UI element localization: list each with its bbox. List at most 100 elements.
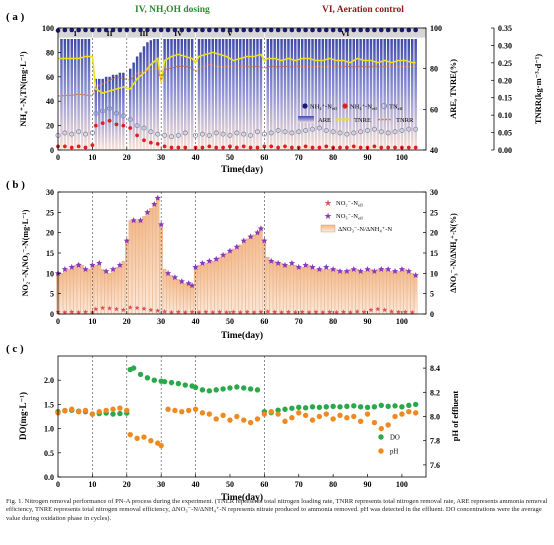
legend-tn-marker <box>380 102 388 110</box>
panel-b-label: ( b ) <box>6 179 25 191</box>
no3-point <box>316 265 323 272</box>
are-bar <box>245 39 249 150</box>
no2-eff-point <box>241 144 246 149</box>
tn-eff-point <box>93 110 99 116</box>
no3-point <box>130 217 137 224</box>
y-tick-label: 20 <box>430 229 438 238</box>
panel-a: ( a ) IV, NH₂OH dosing VI, Aeration cont… <box>6 5 543 175</box>
x-tick-label: 0 <box>56 317 60 326</box>
do-point <box>302 405 309 411</box>
y-tick-label: 0.00 <box>498 146 512 155</box>
ratio-bar <box>300 267 304 315</box>
tn-eff-point <box>206 132 212 138</box>
are-bar <box>376 39 380 150</box>
no2-point <box>237 309 243 315</box>
x-tick-label: 90 <box>364 480 372 489</box>
no2-point <box>306 309 312 315</box>
ph-point <box>134 435 140 441</box>
no2-point <box>361 309 367 315</box>
ph-point <box>392 413 398 420</box>
no2-eff-point <box>351 144 356 149</box>
legend-no2-marker <box>342 103 348 109</box>
y-tick-label: 0 <box>430 310 434 319</box>
no2-point <box>155 308 161 313</box>
ph-point <box>337 412 343 418</box>
are-bar <box>397 39 400 150</box>
no3-point <box>257 225 265 232</box>
tn-eff-point <box>69 131 75 137</box>
are-bars <box>60 39 417 151</box>
ratio-bar <box>407 271 411 315</box>
no2-eff-point <box>200 145 205 150</box>
nh4-point <box>76 27 81 33</box>
ratio-bar <box>63 271 67 315</box>
no2-eff-point <box>214 145 219 150</box>
no3-point <box>109 265 117 272</box>
no3-point <box>336 268 344 274</box>
no2-point <box>93 306 99 312</box>
do-point <box>385 403 391 410</box>
ratio-bar <box>345 271 349 315</box>
legend-do-label: DO <box>390 435 400 442</box>
are-bar <box>328 39 331 150</box>
nh4-point <box>413 27 418 33</box>
tn-eff-point <box>316 125 322 131</box>
x-tick-label: 80 <box>329 317 337 326</box>
y-tick-label: 25 <box>430 208 438 217</box>
tn-eff-point <box>254 129 260 135</box>
ph-point <box>378 425 384 432</box>
no2-eff-point <box>62 144 67 149</box>
no3-point <box>219 251 227 258</box>
tn-eff-point <box>289 130 295 136</box>
no2-eff-point <box>114 122 119 127</box>
are-bar <box>101 78 104 150</box>
nh4-point <box>392 27 398 33</box>
are-bar <box>122 72 125 150</box>
no2-point <box>175 309 181 315</box>
a-y3-axis-title: TNRR(kg·m⁻³·d⁻¹) <box>533 54 543 124</box>
y-tick-label: 30 <box>430 188 438 197</box>
plot-frame <box>57 27 427 151</box>
are-bar <box>414 39 417 150</box>
nh4-point <box>289 27 295 33</box>
no2-eff-point <box>406 145 411 150</box>
nh4-point <box>406 27 412 33</box>
ph-point <box>141 434 147 440</box>
tn-eff-point <box>83 131 89 137</box>
x-tick-label: 100 <box>396 153 408 162</box>
are-bar <box>211 39 215 150</box>
are-bar <box>331 39 335 150</box>
ph-point <box>185 407 192 414</box>
tn-eff-point <box>134 123 140 129</box>
ph-point <box>69 406 75 412</box>
no2-point <box>402 309 408 315</box>
are-bar <box>67 39 70 150</box>
b-y2-axis-title: ΔNO₃⁻-N/ΔNH₄⁺-N(%) <box>449 213 458 293</box>
ratio-bar <box>221 254 225 315</box>
are-bar <box>273 39 276 150</box>
ratio-bar <box>204 263 208 315</box>
ratio-bar <box>400 269 404 315</box>
are-bar <box>349 39 352 150</box>
ratio-bar <box>276 263 280 315</box>
tn-eff-point <box>261 131 267 137</box>
x-tick-label: 40 <box>192 153 200 162</box>
no3-point <box>302 261 309 268</box>
ratio-bar <box>310 267 315 315</box>
legend-ratio-label: ΔNO₃⁻-N/ΔNH₄⁺-N <box>338 226 392 233</box>
nh4-point <box>385 27 391 33</box>
do-point <box>296 404 302 411</box>
no2-point <box>354 308 360 314</box>
no3-point <box>391 268 399 274</box>
are-bar <box>208 39 211 150</box>
ratio-bar <box>348 269 353 315</box>
nh2oh-annotation: IV, NH₂OH dosing <box>135 5 210 15</box>
ph-point <box>241 417 247 423</box>
are-bar <box>232 39 235 150</box>
are-bar <box>111 74 115 150</box>
do-point <box>206 388 213 394</box>
are-bar <box>287 39 290 150</box>
nh4-point <box>110 27 116 33</box>
no2-eff-point <box>379 145 384 150</box>
are-bar <box>77 39 80 150</box>
